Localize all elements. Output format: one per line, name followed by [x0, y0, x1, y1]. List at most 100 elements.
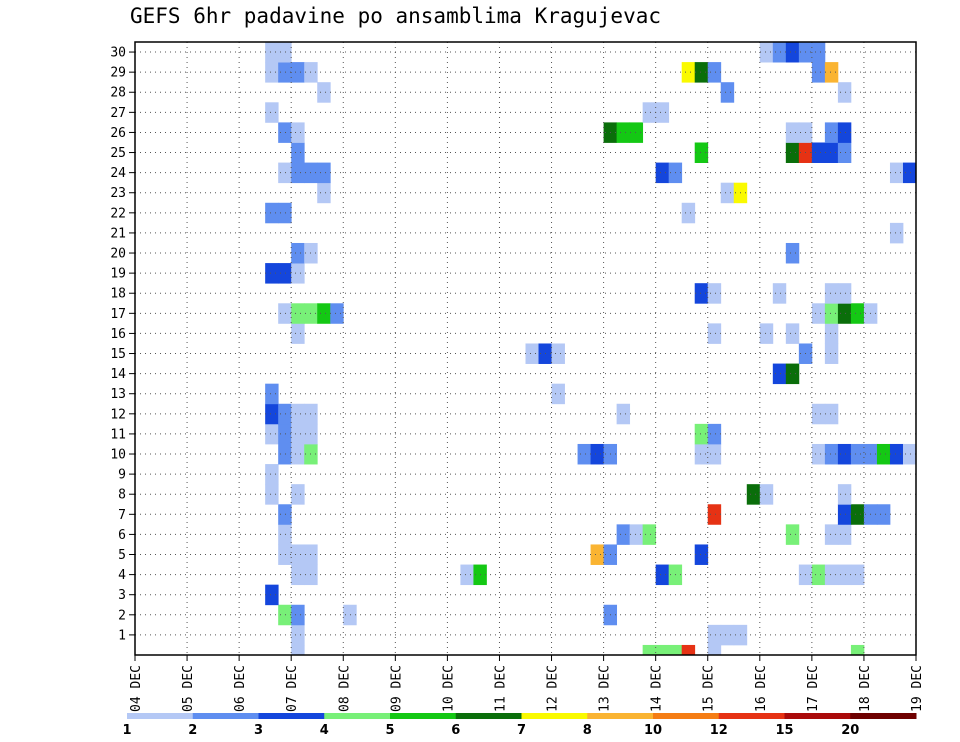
- heatmap-cell: [590, 544, 604, 565]
- heatmap-cell: [278, 604, 292, 626]
- heatmap-cell: [278, 62, 292, 83]
- heatmap-cell: [694, 142, 709, 163]
- heatmap-cell: [642, 102, 657, 123]
- x-tick-label: 05 DEC: [181, 665, 196, 712]
- heatmap-cell: [824, 283, 839, 304]
- heatmap-cell: [278, 504, 292, 525]
- colorbar-segment: [192, 713, 259, 719]
- heatmap-cell: [837, 303, 852, 324]
- colorbar-segment: [127, 713, 194, 719]
- heatmap-cell: [343, 604, 357, 626]
- heatmap-cell: [278, 423, 292, 445]
- heatmap-cell: [265, 202, 279, 224]
- heatmap-cell: [668, 644, 683, 656]
- heatmap-cell: [837, 82, 852, 103]
- heatmap-cell: [291, 564, 305, 586]
- y-tick-label: 1: [118, 628, 126, 643]
- heatmap-cell: [694, 423, 709, 445]
- y-tick-label: 4: [118, 568, 126, 583]
- heatmap-cell: [720, 82, 735, 103]
- colorbar-segment: [587, 713, 654, 719]
- heatmap-cell: [785, 524, 800, 545]
- heatmap-cell: [265, 584, 279, 606]
- y-tick-label: 26: [110, 126, 126, 141]
- heatmap-cell: [837, 142, 852, 163]
- plot-frame: [134, 41, 917, 656]
- x-tick-label: 09 DEC: [389, 665, 404, 712]
- y-tick-label: 8: [118, 488, 126, 503]
- heatmap-cell: [655, 564, 670, 586]
- colorbar-segment: [258, 713, 325, 719]
- y-tick-label: 3: [118, 588, 126, 603]
- heatmap-cell: [889, 222, 904, 244]
- y-tick-label: 9: [118, 468, 126, 483]
- heatmap-cell: [824, 323, 839, 344]
- colorbar-label: 20: [841, 723, 859, 738]
- heatmap-cell: [291, 423, 305, 445]
- heatmap-cell: [772, 42, 787, 63]
- heatmap-cell: [694, 544, 709, 565]
- heatmap-cell: [720, 624, 735, 646]
- heatmap-cell: [616, 524, 631, 545]
- y-tick-label: 19: [110, 267, 126, 282]
- heatmap-cell: [850, 504, 865, 525]
- heatmap-cell: [278, 122, 292, 143]
- colorbar-label: 6: [451, 723, 460, 738]
- y-tick-label: 16: [110, 327, 126, 342]
- heatmap-cell: [707, 62, 722, 83]
- colorbar-label: 15: [775, 723, 793, 738]
- colorbar-segment: [718, 713, 785, 719]
- heatmap-cell: [811, 443, 826, 465]
- colorbar-segment: [455, 713, 522, 719]
- heatmap-cell: [824, 403, 839, 425]
- heatmap-cell: [876, 443, 891, 465]
- x-tick-label: 07 DEC: [285, 665, 300, 712]
- heatmap-cell: [317, 162, 331, 184]
- y-tick-label: 17: [110, 307, 126, 322]
- heatmap-cell: [460, 564, 474, 586]
- heatmap-cell: [291, 142, 305, 163]
- heatmap-cell: [707, 423, 722, 445]
- heatmap-cell: [317, 303, 331, 324]
- y-tick-label: 12: [110, 407, 126, 422]
- heatmap-cell: [265, 423, 279, 445]
- y-tick-label: 14: [110, 367, 126, 382]
- x-tick-label: 18 DEC: [858, 665, 873, 712]
- colorbar-segment: [653, 713, 720, 719]
- heatmap-cell: [759, 484, 774, 505]
- heatmap-cell: [317, 82, 331, 103]
- heatmap-cell: [291, 644, 305, 656]
- heatmap-cell: [278, 42, 292, 63]
- heatmap-cell: [772, 283, 787, 304]
- colorbar-label: 2: [188, 723, 197, 738]
- heatmap-cell: [278, 524, 292, 545]
- heatmap-cell: [278, 544, 292, 565]
- heatmap-cell: [824, 524, 839, 545]
- colorbar-label: 8: [583, 723, 592, 738]
- heatmap-cell: [642, 524, 657, 545]
- heatmap-cell: [707, 323, 722, 344]
- heatmap-cell: [902, 443, 917, 465]
- heatmap-cell: [824, 303, 839, 324]
- heatmap-cell: [577, 443, 591, 465]
- y-tick-label: 5: [118, 548, 126, 563]
- heatmap-cell: [265, 263, 279, 284]
- heatmap-cell: [759, 42, 774, 63]
- heatmap-cell: [772, 363, 787, 385]
- heatmap-cell: [837, 283, 852, 304]
- heatmap-cell: [837, 524, 852, 545]
- y-tick-label: 29: [110, 66, 126, 81]
- heatmap-cell: [824, 343, 839, 364]
- heatmap-cell: [785, 42, 800, 63]
- heatmap-cell: [889, 162, 904, 184]
- x-tick-label: 11 DEC: [493, 665, 508, 712]
- heatmap-cell: [278, 202, 292, 224]
- x-tick-label: 14 DEC: [650, 665, 665, 712]
- heatmap-cell: [291, 403, 305, 425]
- heatmap-cell: [785, 122, 800, 143]
- heatmap-cell: [837, 564, 852, 586]
- heatmap-cell: [707, 624, 722, 646]
- heatmap-cell: [824, 443, 839, 465]
- colorbar-segment: [521, 713, 588, 719]
